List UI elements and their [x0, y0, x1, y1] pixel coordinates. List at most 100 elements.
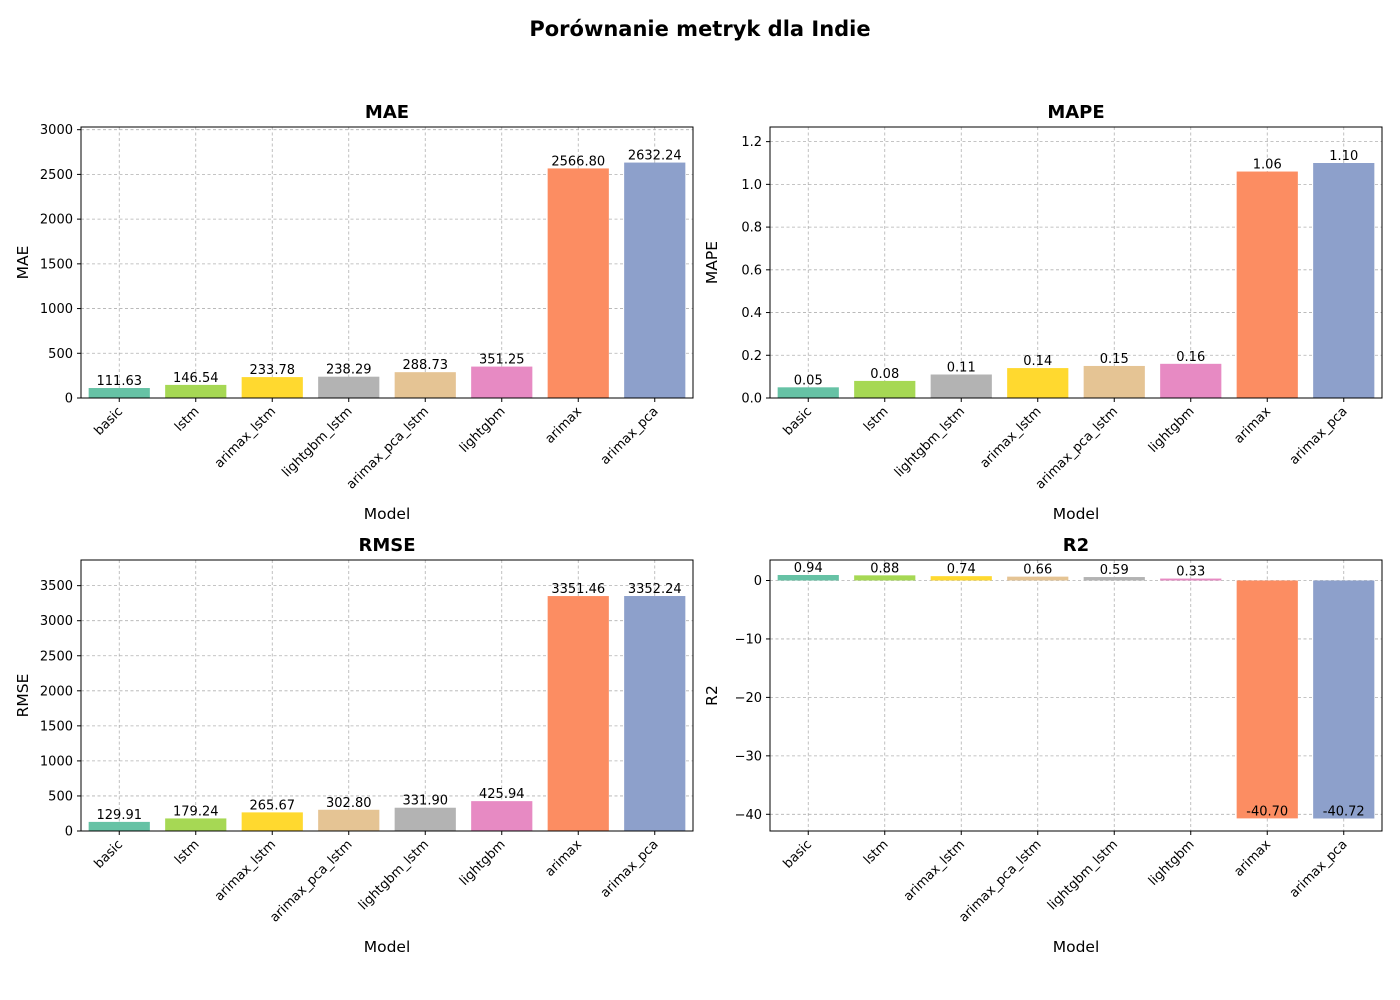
value-label-basic: 0.94	[794, 561, 823, 576]
bar-arimax_pca_lstm	[318, 809, 380, 831]
bar-lightgbm	[471, 801, 533, 831]
value-label-arimax_pca: 2632.24	[628, 149, 682, 164]
y-tick-label: 500	[48, 347, 73, 362]
y-tick-label: 2000	[40, 684, 73, 699]
bar-lstm	[854, 575, 916, 581]
x-tick-label-lightgbm: lightgbm	[1146, 837, 1198, 889]
value-label-lightgbm: 0.33	[1176, 565, 1205, 580]
r2-y-axis-label: R2	[703, 685, 721, 706]
mae-x-axis-label: Model	[364, 505, 411, 523]
mae-axes-frame	[80, 126, 694, 399]
bar-lstm	[165, 384, 227, 398]
x-tick-label-arimax_pca_lstm: arimax_pca_lstm	[956, 837, 1044, 925]
figure-title: Porównanie metryk dla Indie	[529, 17, 871, 41]
bar-lightgbm_lstm	[1083, 577, 1145, 581]
value-label-arimax: 2566.80	[551, 154, 605, 169]
value-label-arimax_lstm: 0.74	[947, 562, 976, 577]
value-label-lightgbm: 0.16	[1176, 350, 1205, 365]
x-tick-label-basic: basic	[781, 837, 815, 871]
value-label-lstm: 0.08	[870, 367, 899, 382]
value-label-basic: 129.91	[97, 808, 143, 823]
bar-lightgbm	[471, 366, 533, 398]
rmse-axes-frame	[80, 559, 694, 832]
bar-arimax_pca_lstm	[1007, 576, 1069, 581]
bar-arimax_pca_lstm	[1083, 365, 1145, 398]
y-tick-label: 1.2	[741, 135, 762, 150]
y-tick-label: 0.4	[741, 306, 762, 321]
mape-y-axis-label: MAPE	[703, 241, 721, 284]
y-tick-label: −30	[735, 749, 762, 764]
y-tick-label: 1000	[40, 754, 73, 769]
x-tick-label-lightgbm_lstm: lightgbm_lstm	[1045, 837, 1121, 913]
y-tick-label: 0	[65, 392, 73, 407]
bar-basic	[777, 574, 839, 581]
value-label-lightgbm_lstm: 0.59	[1100, 563, 1129, 578]
bar-lightgbm	[1160, 578, 1222, 581]
value-label-arimax: 1.06	[1253, 158, 1282, 173]
bar-arimax_pca_lstm	[394, 372, 456, 398]
y-tick-label: 2000	[40, 213, 73, 228]
rmse-y-axis-label: RMSE	[14, 674, 32, 718]
bar-arimax_lstm	[241, 812, 303, 831]
value-label-arimax: 3351.46	[551, 582, 605, 597]
bar-arimax_pca	[1313, 162, 1375, 398]
bar-basic	[88, 388, 150, 398]
value-label-arimax_pca: 1.10	[1329, 149, 1358, 164]
bar-arimax	[1236, 580, 1298, 819]
value-label-arimax_pca_lstm: 0.66	[1023, 563, 1052, 578]
bar-arimax_pca	[624, 162, 686, 398]
y-tick-label: 1500	[40, 719, 73, 734]
bar-arimax_pca	[1313, 580, 1375, 819]
bar-arimax_lstm	[930, 576, 992, 581]
y-tick-label: 0.6	[741, 263, 762, 278]
value-label-lightgbm_lstm: 0.11	[947, 360, 976, 375]
value-label-arimax_pca_lstm: 0.15	[1100, 352, 1129, 367]
x-tick-label-arimax_lstm: arimax_lstm	[901, 837, 968, 904]
value-label-arimax_pca_lstm: 288.73	[403, 358, 449, 373]
y-tick-label: 2500	[40, 168, 73, 183]
value-label-arimax_lstm: 0.14	[1023, 354, 1052, 369]
rmse-x-axis-label: Model	[364, 938, 411, 956]
mae-title: MAE	[365, 102, 409, 123]
value-label-lstm: 0.88	[870, 561, 899, 576]
y-tick-label: 0.2	[741, 349, 762, 364]
bar-arimax_lstm	[241, 377, 303, 398]
bar-arimax	[547, 168, 609, 398]
value-label-lstm: 146.54	[173, 371, 219, 386]
x-tick-label-lstm: lstm	[861, 837, 892, 868]
y-tick-label: 1.0	[741, 178, 762, 193]
value-label-arimax_pca: -40.72	[1323, 805, 1365, 820]
y-tick-label: 0.0	[741, 392, 762, 407]
value-label-arimax: -40.70	[1246, 804, 1288, 819]
y-tick-label: 1500	[40, 257, 73, 272]
y-tick-label: 3000	[40, 614, 73, 629]
bar-lstm	[165, 818, 227, 831]
y-tick-label: −10	[735, 632, 762, 647]
y-tick-label: 500	[48, 789, 73, 804]
value-label-lightgbm_lstm: 331.90	[403, 794, 449, 809]
value-label-lightgbm: 351.25	[479, 353, 525, 368]
bar-lightgbm_lstm	[394, 807, 456, 831]
y-tick-label: 1000	[40, 302, 73, 317]
bar-lightgbm_lstm	[930, 374, 992, 398]
bar-arimax	[1236, 171, 1298, 398]
value-label-arimax_lstm: 265.67	[250, 798, 296, 813]
value-label-arimax_lstm: 233.78	[250, 363, 296, 378]
bar-basic	[88, 821, 150, 831]
bar-arimax_pca	[624, 596, 686, 831]
y-tick-label: 3000	[40, 123, 73, 138]
x-tick-label-arimax: arimax	[1231, 837, 1274, 880]
value-label-arimax_pca: 3352.24	[628, 582, 682, 597]
value-label-basic: 0.05	[794, 373, 823, 388]
bar-basic	[777, 387, 839, 398]
y-tick-label: −40	[735, 808, 762, 823]
r2-axes-frame	[769, 559, 1383, 832]
mae-y-axis-label: MAE	[14, 246, 32, 280]
rmse-title: RMSE	[358, 535, 415, 556]
y-tick-label: 0.8	[741, 221, 762, 236]
mape-title: MAPE	[1047, 102, 1104, 123]
value-label-lightgbm_lstm: 238.29	[326, 363, 372, 378]
